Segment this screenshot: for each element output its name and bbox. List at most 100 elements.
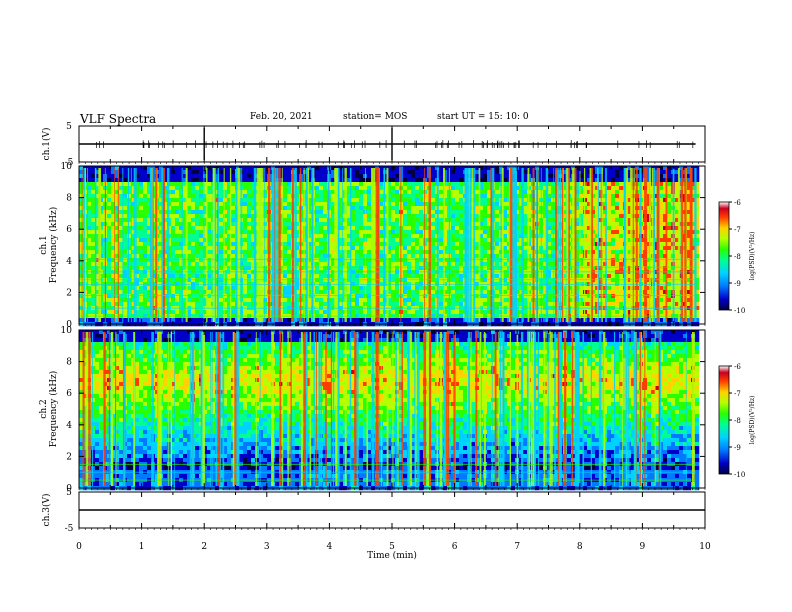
psd-cell (135, 178, 140, 183)
psd-cell (79, 302, 84, 307)
psd-cell (115, 230, 120, 235)
psd-cell (439, 258, 444, 263)
psd-cell (127, 266, 132, 271)
psd-cell (439, 174, 444, 179)
psd-cell (403, 166, 408, 171)
psd-cell (175, 290, 180, 295)
psd-cell (443, 222, 448, 227)
psd-cell (391, 182, 396, 187)
psd-cell (139, 174, 144, 179)
psd-cell (191, 246, 196, 251)
psd-cell (203, 274, 208, 279)
psd-cell (79, 230, 84, 235)
psd-cell (439, 298, 444, 303)
psd-cell (143, 318, 148, 323)
psd-cell (283, 198, 288, 203)
psd-cell (279, 242, 284, 247)
psd-cell (87, 294, 92, 299)
psd-cell (515, 222, 520, 227)
psd-cell (419, 186, 424, 191)
psd-cell (95, 302, 100, 307)
psd-cell (483, 166, 488, 171)
psd-cell (163, 194, 168, 199)
psd-cell (187, 166, 192, 171)
psd-cell (279, 214, 284, 219)
psd-cell (107, 226, 112, 231)
psd-cell (279, 194, 284, 199)
psd-cell (459, 186, 464, 191)
psd-cell (131, 190, 136, 195)
psd-cell (431, 170, 436, 175)
psd-cell (219, 194, 224, 199)
psd-cell (191, 302, 196, 307)
psd-cell (191, 174, 196, 179)
psd-cell (523, 210, 528, 215)
psd-cell (423, 214, 428, 219)
psd-cell (459, 258, 464, 263)
psd-cell (487, 246, 492, 251)
psd-cell (411, 274, 416, 279)
psd-cell (243, 174, 248, 179)
psd-cell (203, 170, 208, 175)
psd-cell (87, 174, 92, 179)
psd-cell (391, 254, 396, 259)
psd-cell (367, 238, 372, 243)
psd-cell (91, 290, 96, 295)
psd-cell (187, 206, 192, 211)
psd-cell (387, 222, 392, 227)
psd-cell (415, 186, 420, 191)
psd-cell (107, 254, 112, 259)
psd-cell (171, 214, 176, 219)
psd-cell (367, 170, 372, 175)
psd-cell (223, 246, 228, 251)
psd-cell (183, 262, 188, 267)
psd-cell (387, 166, 392, 171)
psd-cell (79, 254, 84, 259)
psd-cell (239, 190, 244, 195)
psd-cell (227, 194, 232, 199)
psd-cell (171, 202, 176, 207)
psd-cell (283, 246, 288, 251)
psd-cell (179, 246, 184, 251)
psd-cell (199, 298, 204, 303)
psd-cell (239, 166, 244, 171)
psd-cell (179, 174, 184, 179)
psd-cell (403, 190, 408, 195)
psd-cell (415, 206, 420, 211)
psd-cell (179, 190, 184, 195)
psd-cell (195, 230, 200, 235)
psd-cell (191, 206, 196, 211)
psd-cell (287, 222, 292, 227)
psd-cell (407, 298, 412, 303)
psd-cell (331, 178, 336, 183)
psd-cell (263, 318, 268, 323)
psd-cell (307, 294, 312, 299)
psd-cell (295, 186, 300, 191)
psd-cell (519, 178, 524, 183)
psd-cell (395, 258, 400, 263)
psd-cell (515, 182, 520, 187)
psd-cell (475, 274, 480, 279)
psd-cell (195, 194, 200, 199)
psd-cell (119, 230, 124, 235)
psd-cell (391, 166, 396, 171)
psd-cell (411, 186, 416, 191)
psd-cell (355, 302, 360, 307)
psd-cell (475, 222, 480, 227)
psd-cell (187, 294, 192, 299)
psd-cell (187, 198, 192, 203)
psd-cell (91, 222, 96, 227)
psd-cell (339, 274, 344, 279)
psd-cell (123, 166, 128, 171)
psd-cell (287, 250, 292, 255)
psd-cell (175, 262, 180, 267)
psd-cell (515, 310, 520, 315)
psd-cell (279, 190, 284, 195)
psd-cell (387, 310, 392, 315)
psd-cell (135, 302, 140, 307)
psd-cell (351, 166, 356, 171)
psd-cell (383, 170, 388, 175)
ch1-waveform-ylabel: ch.1(V) (41, 128, 52, 161)
psd-cell (279, 186, 284, 191)
